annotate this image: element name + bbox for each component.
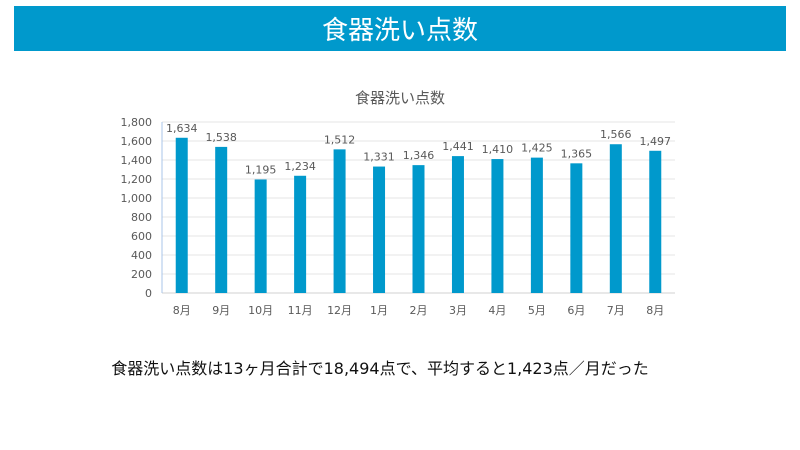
data-label: 1,346 (403, 149, 435, 162)
data-label: 1,425 (521, 142, 553, 155)
bar-10 (570, 163, 583, 293)
slide-title-banner: 食器洗い点数 (14, 6, 786, 51)
data-label: 1,365 (561, 147, 593, 160)
bar-5 (373, 166, 386, 293)
x-tick-label: 7月 (607, 304, 625, 317)
bar-11 (609, 144, 622, 293)
bar-7 (451, 156, 464, 293)
y-tick-label: 0 (145, 287, 152, 300)
x-tick-label: 4月 (488, 304, 506, 317)
y-tick-label: 1,200 (121, 173, 153, 186)
bar-1 (215, 146, 228, 293)
y-tick-label: 600 (131, 230, 152, 243)
y-tick-label: 1,000 (121, 192, 153, 205)
data-label: 1,512 (324, 133, 356, 146)
x-tick-label: 12月 (327, 304, 352, 317)
x-tick-label: 11月 (288, 304, 313, 317)
y-tick-label: 1,400 (121, 154, 153, 167)
data-label: 1,195 (245, 163, 277, 176)
bar-4 (333, 149, 346, 293)
y-tick-label: 200 (131, 268, 152, 281)
bar-8 (491, 159, 504, 293)
x-tick-label: 1月 (370, 304, 388, 317)
data-label: 1,441 (442, 140, 474, 153)
x-tick-label: 2月 (410, 304, 428, 317)
y-tick-label: 800 (131, 211, 152, 224)
x-tick-label: 8月 (173, 304, 191, 317)
data-label: 1,538 (205, 131, 237, 144)
bar-6 (412, 165, 425, 293)
x-tick-label: 6月 (567, 304, 585, 317)
bar-2 (254, 179, 267, 293)
bar-12 (649, 150, 662, 293)
summary-text: 食器洗い点数は13ヶ月合計で18,494点で、平均すると1,423点／月だった (111, 359, 649, 378)
bar-9 (530, 157, 543, 293)
y-tick-label: 400 (131, 249, 152, 262)
x-tick-label: 8月 (646, 304, 664, 317)
bar-3 (294, 175, 307, 293)
data-label: 1,634 (166, 122, 198, 135)
y-tick-label: 1,600 (121, 135, 153, 148)
chart-title: 食器洗い点数 (355, 89, 445, 107)
data-label: 1,566 (600, 128, 632, 141)
x-tick-label: 9月 (212, 304, 230, 317)
y-tick-label: 1,800 (121, 116, 153, 129)
x-tick-label: 3月 (449, 304, 467, 317)
data-label: 1,410 (482, 143, 514, 156)
bar-0 (175, 137, 188, 293)
x-tick-label: 10月 (248, 304, 273, 317)
data-label: 1,331 (363, 151, 395, 164)
data-label: 1,234 (284, 160, 316, 173)
x-tick-label: 5月 (528, 304, 546, 317)
data-label: 1,497 (640, 135, 672, 148)
slide-title: 食器洗い点数 (321, 16, 478, 46)
